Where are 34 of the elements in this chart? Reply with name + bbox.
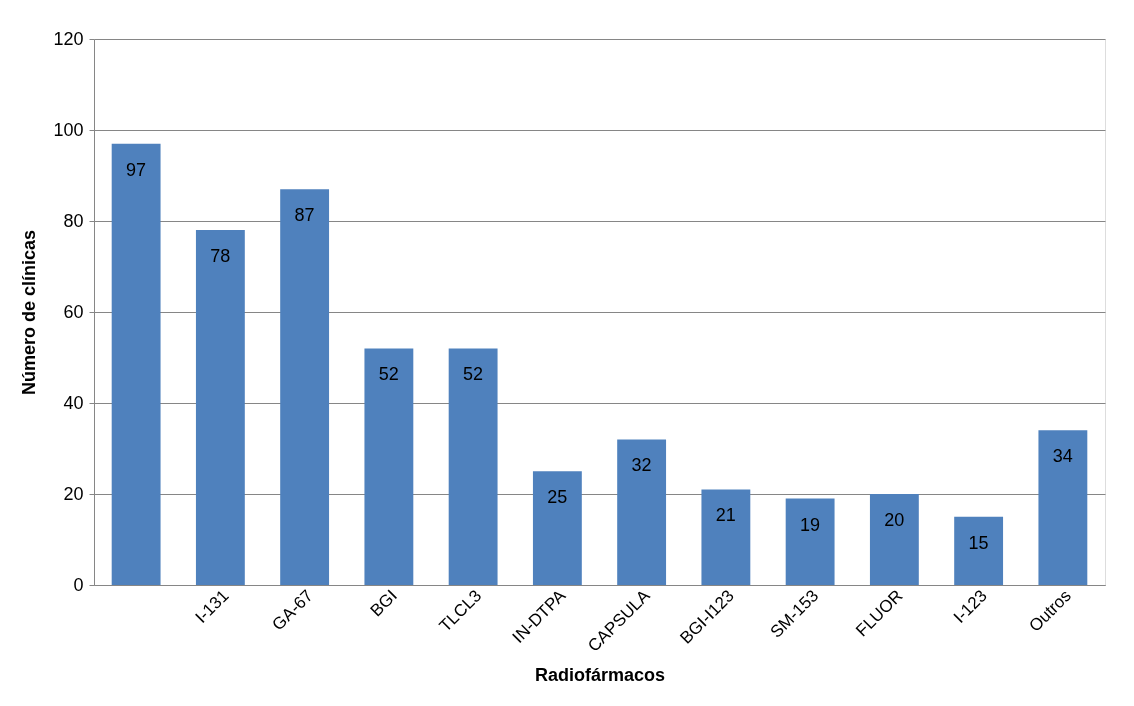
bar: [617, 439, 667, 585]
bar: [195, 230, 245, 585]
y-tick-label: 100: [53, 119, 84, 140]
y-tick-label: 80: [63, 210, 84, 231]
data-label: 20: [884, 510, 905, 530]
data-label: 87: [294, 205, 315, 226]
data-label: 21: [715, 505, 736, 526]
y-tick-label: 0: [73, 574, 84, 595]
data-label: 19: [800, 514, 821, 535]
data-label: 25: [547, 487, 568, 508]
y-axis-title: Número de clínicas: [19, 229, 40, 396]
bar: [869, 494, 919, 585]
bar: [280, 189, 330, 585]
y-tick-label: 120: [53, 28, 84, 49]
bar: [954, 516, 1004, 585]
bar: [111, 143, 161, 585]
y-tick-label: 20: [63, 483, 84, 504]
y-tick-label: 60: [63, 301, 84, 322]
data-label: 78: [210, 246, 231, 267]
x-tick-label: BGI: [366, 586, 401, 621]
bar: [448, 348, 498, 585]
x-axis-title: Radiofármacos: [534, 664, 666, 685]
bar: [701, 489, 751, 585]
data-label: 52: [378, 364, 399, 385]
data-label: 52: [463, 364, 484, 385]
data-label: 97: [126, 159, 147, 180]
data-label: 15: [968, 532, 989, 553]
data-label: 34: [1052, 446, 1073, 467]
bar: [1038, 430, 1088, 585]
bar: [532, 471, 582, 585]
bar: [785, 498, 835, 585]
data-label: 32: [631, 455, 652, 476]
y-tick-label: 40: [63, 392, 84, 413]
bar: [364, 348, 414, 585]
